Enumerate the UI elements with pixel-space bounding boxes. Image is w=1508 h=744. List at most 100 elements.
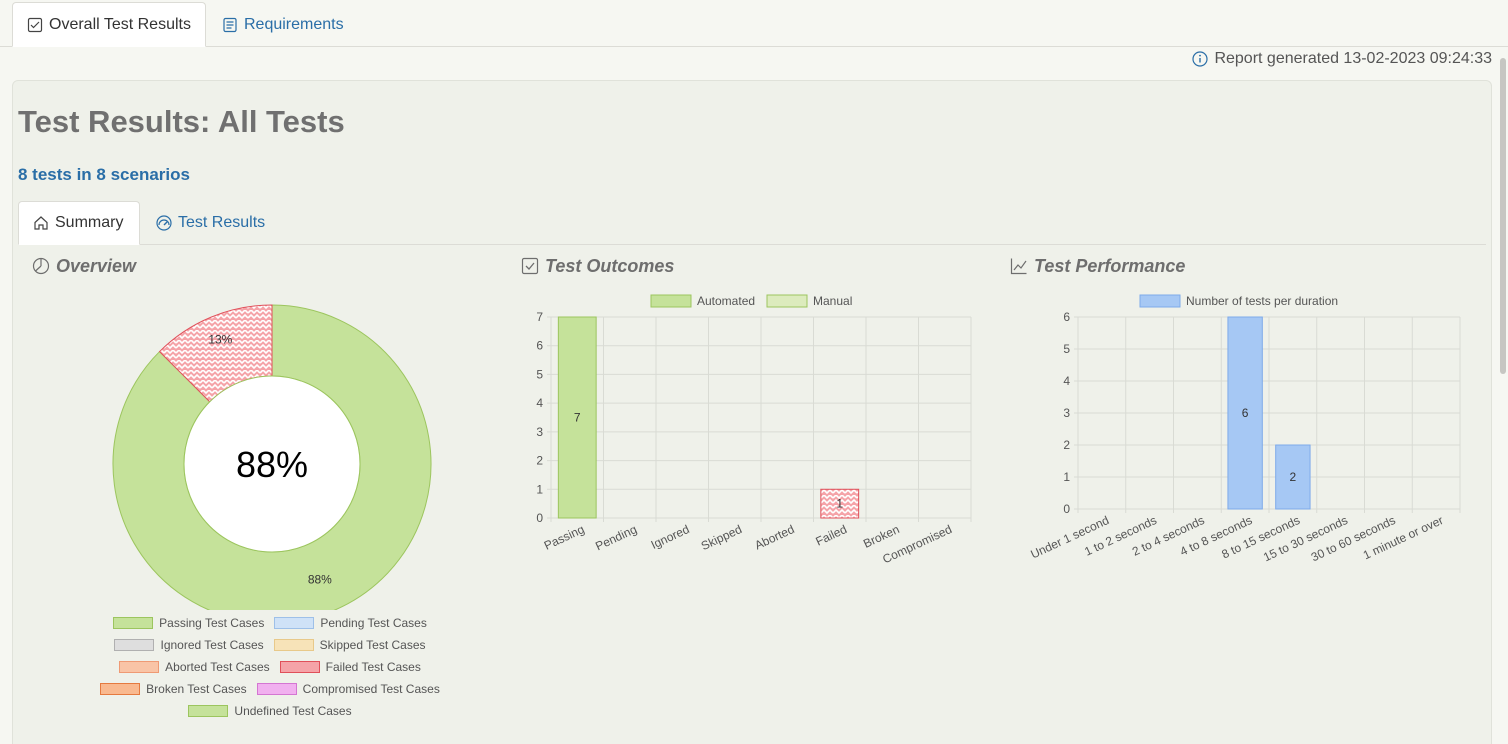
scenario-summary-link[interactable]: 8 tests in 8 scenarios xyxy=(18,165,190,184)
y-tick-label: 3 xyxy=(536,425,543,439)
scrollbar[interactable] xyxy=(1500,58,1506,374)
donut-center-label: 88% xyxy=(236,444,308,485)
legend-label: Aborted Test Cases xyxy=(165,660,270,674)
bar-4-to-8-seconds[interactable] xyxy=(1227,316,1263,510)
x-tick-label: Pending xyxy=(593,522,639,553)
checkbox-icon xyxy=(521,257,539,275)
y-tick-label: 5 xyxy=(536,367,543,381)
y-tick-label: 2 xyxy=(536,454,543,468)
legend-label[interactable]: Number of tests per duration xyxy=(1186,294,1338,308)
legend-label: Undefined Test Cases xyxy=(234,704,352,718)
legend-item[interactable]: Ignored Test Cases xyxy=(114,638,264,652)
y-tick-label: 2 xyxy=(1063,438,1070,452)
legend-item[interactable]: Compromised Test Cases xyxy=(256,682,440,696)
tab-summary[interactable]: Summary xyxy=(18,201,140,245)
x-tick-label: Passing xyxy=(542,522,587,553)
y-tick-label: 0 xyxy=(1063,502,1070,516)
legend-label[interactable]: Automated xyxy=(697,294,755,308)
pie-chart-icon xyxy=(32,257,50,275)
legend-swatch xyxy=(256,683,297,695)
info-icon xyxy=(1192,51,1209,67)
y-tick-label: 5 xyxy=(1063,342,1070,356)
legend-swatch xyxy=(1139,294,1181,308)
test-outcomes-chart: Automated Manual 0 1 2 3 4 5 6 7 7 1 Passing Pendi… xyxy=(536,294,972,566)
page-title: Test Results: All Tests xyxy=(18,104,345,139)
checklist-icon xyxy=(27,17,43,32)
legend-item[interactable]: Passing Test Cases xyxy=(113,616,264,630)
legend-swatch xyxy=(114,639,155,651)
overview-legend: Passing Test Cases Pending Test Cases Igno… xyxy=(80,612,460,722)
bar-passing[interactable] xyxy=(557,316,597,519)
legend-label: Passing Test Cases xyxy=(159,616,265,630)
legend-row: Undefined Test Cases xyxy=(80,700,460,722)
legend-item[interactable]: Skipped Test Cases xyxy=(273,638,426,652)
sub-tab-bar: Summary Test Results xyxy=(18,201,1486,245)
tab-test-results-label: Test Results xyxy=(178,214,266,231)
legend-swatch xyxy=(188,705,229,717)
tab-overall-test-results[interactable]: Overall Test Results xyxy=(12,2,206,47)
tab-test-results[interactable]: Test Results xyxy=(156,201,265,245)
legend-label: Skipped Test Cases xyxy=(319,638,426,652)
performance-heading: Test Performance xyxy=(1010,255,1185,277)
legend-swatch xyxy=(274,617,315,629)
legend-row: Aborted Test Cases Failed Test Cases xyxy=(80,656,460,678)
tab-requirements-label: Requirements xyxy=(244,15,344,33)
legend-swatch xyxy=(650,294,692,308)
x-tick-label: Skipped xyxy=(699,522,744,553)
legend-row: Passing Test Cases Pending Test Cases xyxy=(80,612,460,634)
legend-swatch xyxy=(273,639,314,651)
y-tick-label: 1 xyxy=(536,482,543,496)
donut-slice-label: 88% xyxy=(308,572,332,586)
y-tick-label: 7 xyxy=(536,310,543,324)
home-icon xyxy=(34,216,48,230)
y-tick-label: 6 xyxy=(1063,310,1070,324)
gauge-icon xyxy=(156,215,172,231)
legend-item[interactable]: Failed Test Cases xyxy=(279,660,421,674)
bar-value-label: 1 xyxy=(836,497,843,511)
line-chart-icon xyxy=(1010,258,1027,275)
donut-hole xyxy=(183,375,361,553)
y-tick-label: 1 xyxy=(1063,470,1070,484)
legend-label: Compromised Test Cases xyxy=(302,682,440,696)
legend-item[interactable]: Pending Test Cases xyxy=(274,616,427,630)
top-tab-bar: Overall Test Results Requirements xyxy=(0,0,1508,47)
donut-slice-label: 13% xyxy=(208,332,232,346)
legend-swatch xyxy=(766,294,808,308)
bar-failed[interactable] xyxy=(820,488,860,519)
report-generated: Report generated 13-02-2023 09:24:33 xyxy=(1192,49,1492,69)
report-generated-text: Report generated 13-02-2023 09:24:33 xyxy=(1214,50,1492,67)
legend-swatch xyxy=(113,617,154,629)
x-tick-label: Aborted xyxy=(753,522,797,552)
overview-heading: Overview xyxy=(32,255,136,277)
legend-row: Ignored Test Cases Skipped Test Cases xyxy=(80,634,460,656)
legend-label: Pending Test Cases xyxy=(320,616,427,630)
legend-item[interactable]: Undefined Test Cases xyxy=(188,704,352,718)
legend-label: Broken Test Cases xyxy=(146,682,247,696)
tab-requirements[interactable]: Requirements xyxy=(222,2,344,47)
legend-label[interactable]: Manual xyxy=(813,294,852,308)
overview-heading-label: Overview xyxy=(56,255,137,276)
tab-overall-test-results-label: Overall Test Results xyxy=(49,15,191,33)
legend-row: Broken Test Cases Compromised Test Cases xyxy=(80,678,460,700)
outcomes-heading: Test Outcomes xyxy=(521,255,674,277)
legend-label: Ignored Test Cases xyxy=(160,638,264,652)
bar-8-to-15-seconds[interactable] xyxy=(1275,444,1311,510)
document-icon xyxy=(223,17,237,32)
legend-item[interactable]: Aborted Test Cases xyxy=(119,660,270,674)
y-tick-label: 6 xyxy=(536,339,543,353)
legend-item[interactable]: Broken Test Cases xyxy=(100,682,247,696)
legend-swatch xyxy=(119,661,160,673)
x-tick-label: Ignored xyxy=(649,522,692,552)
legend-swatch xyxy=(100,683,141,695)
outcomes-heading-label: Test Outcomes xyxy=(545,255,675,276)
y-tick-label: 4 xyxy=(1063,374,1070,388)
y-tick-label: 0 xyxy=(536,511,543,525)
y-tick-label: 3 xyxy=(1063,406,1070,420)
bar-value-label: 6 xyxy=(1242,406,1249,420)
legend-label: Failed Test Cases xyxy=(325,660,421,674)
performance-heading-label: Test Performance xyxy=(1034,255,1186,276)
bar-value-label: 2 xyxy=(1290,470,1297,484)
overview-donut-chart: 88% 88% 13% xyxy=(112,304,432,610)
bar-value-label: 7 xyxy=(574,411,581,425)
